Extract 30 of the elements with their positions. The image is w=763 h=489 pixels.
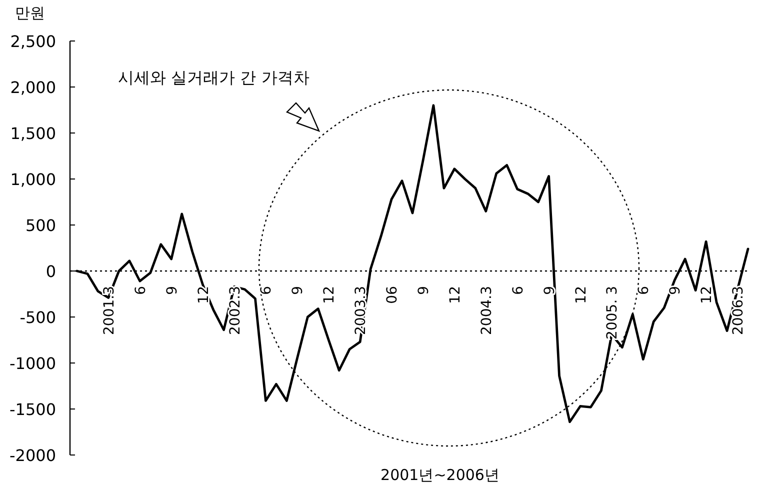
x-tick-label: 6: [132, 286, 149, 295]
x-tick-label: 2005. 3: [604, 286, 621, 340]
x-tick-label: 2006.3: [730, 286, 747, 335]
y-tick-label: -500: [20, 308, 56, 327]
x-tick-label: 06: [384, 286, 401, 304]
x-tick-label: 2001.3: [101, 286, 118, 335]
y-tick-label: -1500: [10, 400, 56, 419]
y-tick-label: -1000: [10, 354, 56, 373]
x-tick-label: 9: [164, 286, 180, 295]
x-tick-label: 2004.3: [478, 286, 495, 335]
annotation: 시세와 실거래가 간 가격차: [118, 68, 310, 87]
x-axis-title: 2001년~2006년: [380, 466, 500, 484]
y-tick-label: -2000: [10, 446, 56, 465]
x-tick-label: 9: [290, 286, 306, 295]
y-tick-label: 0: [46, 262, 56, 281]
x-tick-label: 12: [447, 286, 464, 304]
x-tick-label: 9: [416, 286, 432, 295]
y-tick-label: 2,500: [10, 32, 56, 51]
x-tick-label: 12: [322, 286, 338, 304]
x-tick-label: 6: [258, 286, 275, 295]
y-axis-title: 만원: [15, 4, 45, 22]
y-tick-label: 1,000: [10, 170, 56, 189]
x-tick-label: 12: [573, 286, 590, 304]
x-tick-label: 6: [636, 286, 652, 295]
x-tick-label: 12: [699, 286, 716, 304]
x-tick-label: 6: [510, 286, 526, 295]
y-tick-label: 2,000: [10, 78, 56, 97]
y-tick-label: 500: [25, 216, 56, 235]
x-tick-label: 9: [542, 286, 558, 295]
y-tick-label: 1,500: [10, 124, 56, 143]
